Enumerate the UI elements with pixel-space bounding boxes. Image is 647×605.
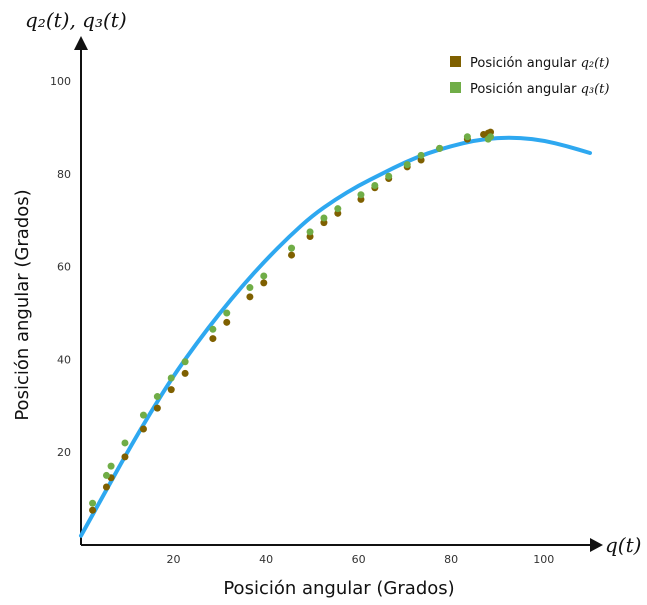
legend-label-q3-prefix: Posición angular [470, 82, 581, 97]
y-tick-label: 100 [50, 75, 71, 88]
data-point-q3 [334, 205, 342, 213]
data-point-q2 [102, 483, 110, 491]
data-point-q3 [102, 471, 110, 479]
data-point-q2 [181, 369, 189, 377]
data-point-q3 [320, 214, 328, 222]
y-tick-label: 40 [57, 353, 71, 366]
data-point-q3 [487, 133, 495, 141]
data-point-q2 [288, 251, 296, 259]
data-point-q3 [107, 462, 115, 470]
y-tick-label: 80 [57, 168, 71, 181]
data-point-q2 [153, 404, 161, 412]
data-point-q3 [417, 151, 425, 159]
data-point-q3 [357, 191, 365, 199]
data-point-q2 [223, 318, 231, 326]
data-point-q2 [246, 293, 254, 301]
y-axis-title: Posición angular (Grados) [12, 189, 33, 420]
data-point-q3 [385, 172, 393, 180]
data-point-q3 [223, 309, 231, 317]
data-point-q3 [153, 393, 161, 401]
x-tick-label: 80 [444, 553, 458, 566]
y-axis-symbol: q₂(t), q₃(t) [25, 8, 127, 32]
data-point-q2 [139, 425, 147, 433]
data-point-q3 [403, 161, 411, 169]
legend-swatch-q2 [450, 56, 461, 67]
data-point-q3 [260, 272, 268, 280]
legend-label-q3: Posición angular q₃(t) [470, 82, 609, 97]
data-point-q3 [371, 181, 379, 189]
x-tick-label: 20 [167, 553, 181, 566]
y-tick-label: 20 [57, 446, 71, 459]
y-tick-label: 60 [57, 261, 71, 274]
data-point-q2 [167, 386, 175, 394]
data-point-q3 [121, 439, 129, 447]
legend: Posición angular q₂(t) Posición angular … [450, 56, 609, 97]
data-point-q3 [139, 411, 147, 419]
x-tick-label: 100 [533, 553, 554, 566]
data-point-q2 [89, 506, 97, 514]
data-point-q3 [209, 325, 217, 333]
data-point-q3 [89, 499, 97, 507]
data-point-q3 [246, 284, 254, 292]
data-point-q3 [463, 133, 471, 141]
x-axis-arrow-icon [590, 538, 603, 552]
data-point-q2 [209, 335, 217, 343]
fit-curve [79, 135, 592, 538]
data-point-q3 [181, 358, 189, 366]
y-axis-arrow-icon [74, 36, 88, 50]
legend-label-q2-symbol: q₂(t) [581, 56, 610, 71]
legend-swatch-q3 [450, 82, 461, 93]
x-tick-label: 40 [259, 553, 273, 566]
legend-label-q3-symbol: q₃(t) [581, 82, 610, 97]
legend-label-q2: Posición angular q₂(t) [470, 56, 609, 71]
series-q3 [89, 133, 495, 507]
x-axis-symbol: q(t) [605, 533, 641, 557]
data-points [89, 128, 495, 514]
data-point-q2 [260, 279, 268, 287]
legend-label-q2-prefix: Posición angular [470, 56, 581, 71]
data-point-q3 [306, 228, 314, 236]
data-point-q2 [121, 453, 129, 461]
x-tick-labels: 20 40 60 80 100 [167, 553, 555, 566]
data-point-q3 [167, 374, 175, 382]
data-point-q3 [288, 244, 296, 252]
data-point-q3 [436, 144, 444, 152]
y-tick-labels: 20 40 60 80 100 [50, 75, 71, 459]
series-q2 [89, 128, 495, 514]
x-axis-title: Posición angular (Grados) [223, 578, 454, 599]
x-tick-label: 60 [352, 553, 366, 566]
